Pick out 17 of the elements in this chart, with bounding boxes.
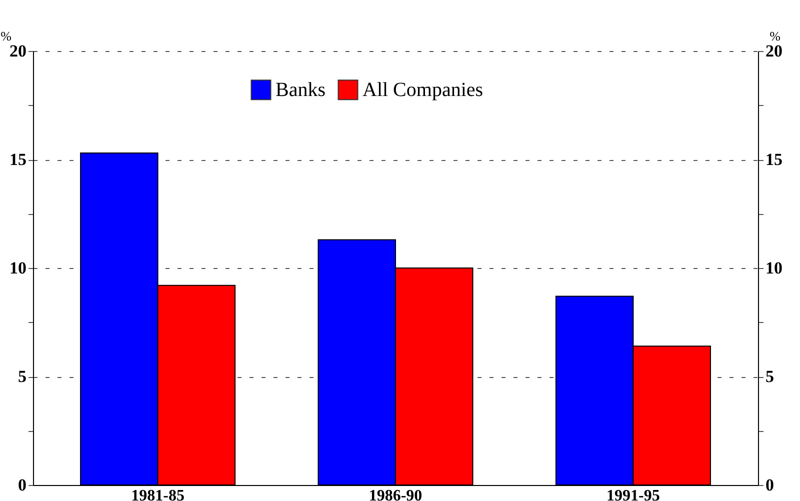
y2-tick-label: 15 bbox=[766, 150, 782, 169]
y2-tick-label: 10 bbox=[766, 258, 782, 278]
y-axis-title: % bbox=[0, 28, 12, 44]
y-tick-label: 15 bbox=[10, 150, 26, 169]
y2-tick-label: 0 bbox=[766, 476, 774, 494]
x-tick-label: 1991-95 bbox=[606, 488, 660, 501]
x-tick-label: 1981-85 bbox=[131, 488, 184, 501]
y-tick-label: 20 bbox=[10, 42, 26, 60]
y2-tick-label: 20 bbox=[766, 42, 782, 60]
x-tick-label: 1986-90 bbox=[368, 488, 422, 501]
legend-label: Banks bbox=[276, 78, 326, 101]
legend-label: All Companies bbox=[362, 78, 484, 101]
y2-axis-title: % bbox=[770, 28, 781, 44]
y-tick-label: 5 bbox=[18, 367, 26, 386]
y-tick-label: 0 bbox=[18, 476, 26, 494]
y2-tick-label: 5 bbox=[766, 367, 774, 386]
y-tick-label: 10 bbox=[10, 258, 26, 278]
